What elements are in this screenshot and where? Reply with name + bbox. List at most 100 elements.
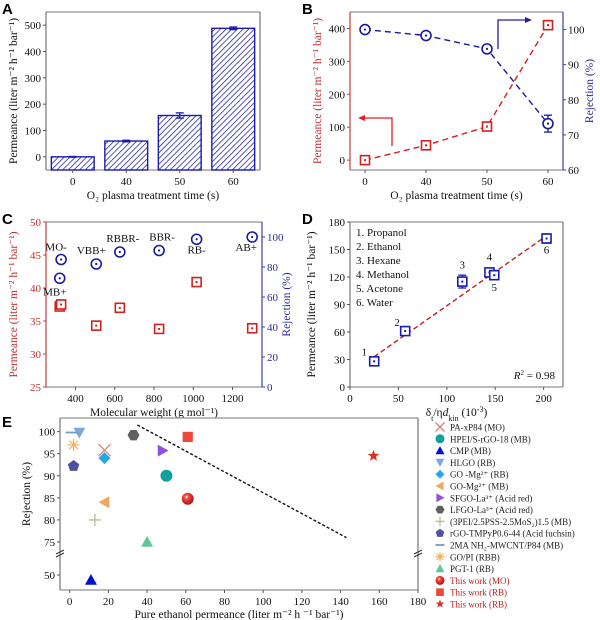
x-tick-label: 40 [142,596,154,608]
triangle-down-marker [435,458,445,467]
trend-line [137,424,347,539]
panel-letter: A [2,1,13,18]
x-tick-label: 100 [439,393,456,405]
panel-letter: B [302,1,313,18]
legend-entry: HPEI/S-rGO-18 (MB) [435,434,531,444]
point-label: 4 [487,251,493,263]
panel-letter: C [2,211,13,228]
y-axis-label: Permeance (liter m⁻² h⁻¹ bar⁻¹) [306,231,318,377]
star-marker [435,599,445,608]
triangle-up-marker [141,536,154,547]
panel-b: B 0 100 200 300 400 60 70 80 90 100 0 40 50 60 O₂ plasm… [302,1,596,202]
x-tick-label: 1000 [182,393,205,405]
dye-label: MB+ [43,286,66,298]
x-tick-label: 0 [347,393,353,405]
legend-label: 2MA NH₂-MWCNT/P84 (MB) [450,541,563,551]
legend-entry: 2. Ethanol [356,241,401,253]
y-tick-label: 0 [340,155,346,167]
triangle-up-marker [435,564,445,573]
data-point--3pei-2-5pss-2-5mos-1-5-mb- [88,513,101,526]
data-point-this-work-mo- [181,492,194,505]
x-axis-label: δt/ηdkin (10-3) [426,405,488,423]
x-tick-label: 180 [410,596,427,608]
y-tick-label: 90 [44,471,56,483]
y-tick-label: 100 [267,232,284,244]
diamond-marker [435,469,445,479]
x-axis-label: Pure ethanol permeance (liter m⁻² h ⁻¹ b… [135,609,344,620]
point-label: 1 [361,346,367,358]
legend-entry: This work (RB) [436,588,507,598]
data-point-hlgo-rb- [73,427,86,439]
y-tick-label: 300 [329,56,346,68]
circle-marker [435,434,445,444]
data-point-go-mg-mb- [98,496,110,509]
y-tick-label: 25 [30,382,42,394]
data-point-lfgo-la-acid-red- [127,429,140,441]
x-tick-label: 80 [219,596,231,608]
marker-dot [547,24,549,27]
marker-dot [493,274,496,277]
legend-label: rGO-TMPyP0.6-44 (Acid fuchsin) [450,529,575,539]
dye-label: RBBR- [106,233,139,245]
y-tick-label: 50 [30,217,42,229]
axis-break-mark [413,549,423,555]
hexagon-marker [435,505,445,514]
y-tick-label: 40 [267,322,279,334]
y-tick-label: 95 [44,449,56,461]
y-tick-label: 30 [30,349,42,361]
data-point-hpei-s-rgo-18-mb- [160,469,173,482]
legend-label: This work (RB) [450,600,507,610]
y-tick-label: 90 [568,60,580,72]
point-label: 2 [394,317,400,329]
y-tick-label: 0 [340,382,346,394]
legend-entry: This work (RB) [435,599,507,610]
dye-label: BBR- [149,232,175,244]
triangle-right-marker [157,444,169,457]
legend-label: PGT-1 (RB) [450,564,494,574]
legend-entry: GO-Mg²⁺ (MB) [435,481,508,492]
legend-label: GO-Mg²⁺ (MB) [450,482,508,492]
marker-dot [195,238,198,241]
x-tick-label: 60 [180,596,192,608]
legend-entry: This work (MO) [435,575,510,586]
x-tick-label: 400 [67,393,84,405]
x-tick-label: 150 [487,393,504,405]
dye-label: MO- [45,242,67,254]
dye-label: RB- [187,244,206,256]
arrow-to-right-axis [497,19,528,49]
hexagon-marker [127,429,140,441]
marker-dot [424,34,428,37]
x-tick-label: 0 [67,596,73,608]
marker-dot [461,280,464,283]
y-tick-label: 500 [25,20,42,32]
y-tick-label: 0 [36,152,42,164]
legend-entry: 5. Acetone [356,283,403,295]
data-point-pa-xp84-mo- [98,443,111,457]
marker-dot [485,47,489,50]
panel-letter: E [2,414,12,431]
y-tick-label: 75 [44,537,56,549]
y-axis-label: Rejection (%) [21,462,33,526]
y-tick-label: 60 [334,327,346,339]
y-tick-label: 100 [39,427,56,439]
marker-dot [118,250,121,254]
x-tick-label: 50 [393,393,405,405]
legend-label: SFGO-La³⁺ (Acid red) [450,493,532,503]
y-tick-label: 50 [44,570,56,582]
square-marker [436,588,444,597]
data-point-go-mg-rb- [98,452,111,465]
y-tick-label: 45 [30,250,42,262]
y-tick-label: 80 [267,262,279,274]
circle-marker [160,469,173,482]
x-tick-label: 1200 [222,393,245,405]
x-marker [435,422,445,432]
marker-dot [425,144,427,147]
point-label: 6 [544,245,550,257]
y-tick-label: 400 [329,23,346,35]
y-tick-label: 300 [25,73,42,85]
x-tick-label: 200 [535,393,552,405]
x-tick-label: 40 [421,176,433,188]
x-tick-label: 50 [482,176,494,188]
x-tick-label: 160 [371,596,388,608]
x-tick-label: 60 [228,176,240,188]
